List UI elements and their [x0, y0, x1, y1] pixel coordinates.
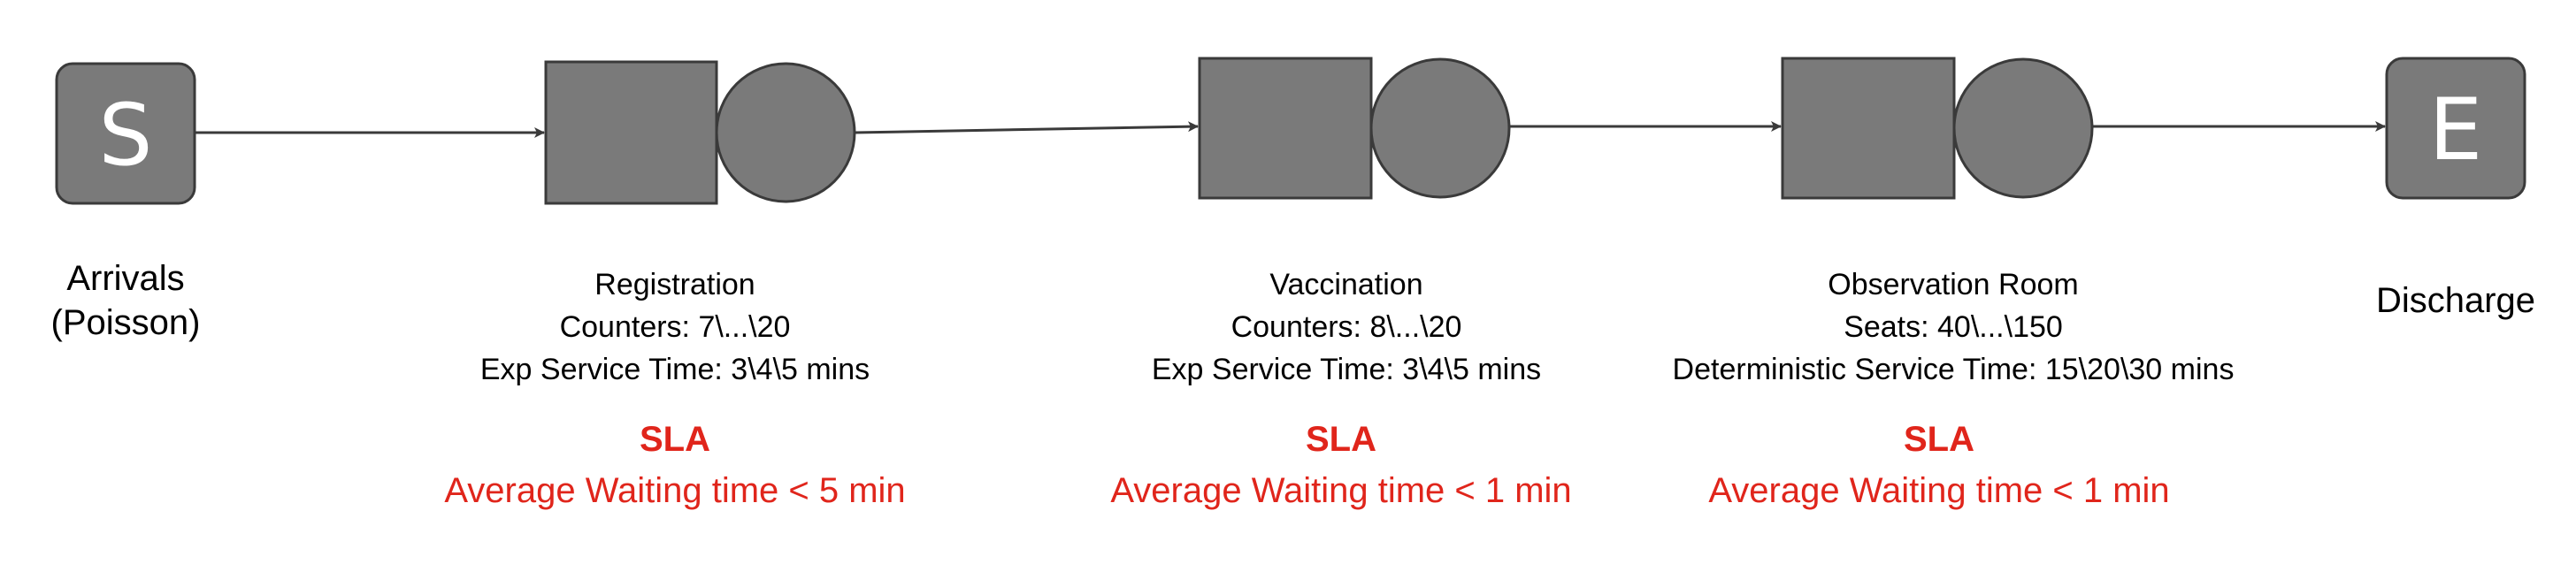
observation-server	[1952, 57, 2094, 199]
observation-sla-text: Average Waiting time < 1 min	[1708, 471, 2170, 510]
start-node: S	[55, 62, 196, 205]
end-node: E	[2385, 57, 2526, 200]
vaccination-queue	[1198, 57, 1373, 200]
registration-sla: SLA Average Waiting time < 5 min	[444, 414, 905, 516]
vaccination-sla-text: Average Waiting time < 1 min	[1110, 471, 1572, 510]
registration-counters: Counters: 7\...\20	[559, 310, 791, 344]
observation-seats: Seats: 40\...\150	[1844, 310, 2063, 344]
registration-sla-text: Average Waiting time < 5 min	[444, 471, 906, 510]
observation-queue	[1781, 57, 1956, 200]
observation-sla: SLA Average Waiting time < 1 min	[1708, 414, 2169, 516]
end-letter: E	[2429, 80, 2483, 179]
registration-title: Registration	[594, 268, 755, 301]
observation-service-time: Deterministic Service Time: 15\20\30 min…	[1672, 353, 2235, 386]
registration-queue	[544, 60, 718, 205]
vaccination-sla: SLA Average Waiting time < 1 min	[1110, 414, 1571, 516]
start-letter: S	[99, 86, 153, 185]
vaccination-info: Vaccination Counters: 8\...\20 Exp Servi…	[1152, 263, 1541, 391]
registration-service-time: Exp Service Time: 3\4\5 mins	[479, 353, 870, 386]
registration-sla-heading: SLA	[639, 420, 710, 459]
vaccination-title: Vaccination	[1269, 268, 1423, 301]
observation-title: Observation Room	[1828, 268, 2079, 301]
registration-server	[715, 62, 856, 203]
arrivals-label: Arrivals (Poisson)	[50, 259, 201, 342]
registration-info: Registration Counters: 7\...\20 Exp Serv…	[480, 263, 870, 391]
observation-node	[1781, 57, 2094, 200]
vaccination-sla-heading: SLA	[1305, 420, 1376, 459]
vaccination-service-time: Exp Service Time: 3\4\5 mins	[1151, 353, 1542, 386]
discharge-label: Discharge	[2375, 281, 2536, 320]
vaccination-node	[1198, 57, 1511, 200]
arrow-registration-to-vaccination	[854, 121, 1199, 134]
registration-node	[544, 60, 856, 205]
vaccination-counters: Counters: 8\...\20	[1230, 310, 1462, 344]
observation-sla-heading: SLA	[1903, 420, 1974, 459]
observation-info: Observation Room Seats: 40\...\150 Deter…	[1673, 263, 2235, 391]
vaccination-server	[1369, 57, 1511, 199]
